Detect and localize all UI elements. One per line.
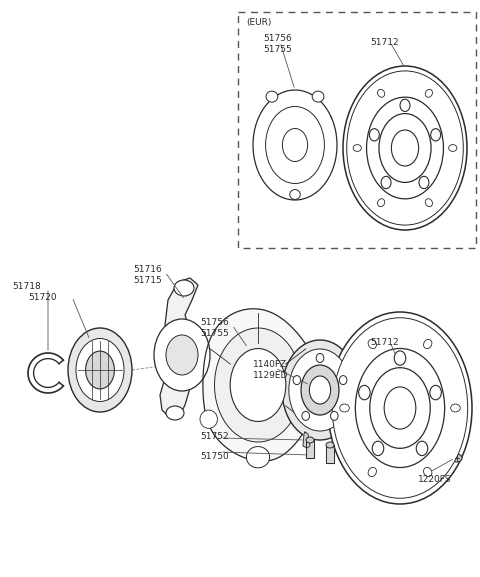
Ellipse shape — [340, 404, 349, 412]
Ellipse shape — [449, 145, 457, 151]
Ellipse shape — [326, 442, 334, 448]
Ellipse shape — [384, 387, 416, 429]
Polygon shape — [160, 278, 198, 418]
Ellipse shape — [316, 354, 324, 362]
Text: 51712: 51712 — [370, 338, 398, 347]
Ellipse shape — [423, 467, 432, 477]
Ellipse shape — [290, 190, 300, 200]
Ellipse shape — [331, 411, 338, 421]
Text: (EUR): (EUR) — [246, 18, 271, 27]
Polygon shape — [306, 440, 314, 458]
Ellipse shape — [310, 376, 331, 404]
Ellipse shape — [166, 335, 198, 375]
Text: 1220FS: 1220FS — [418, 475, 452, 484]
Ellipse shape — [85, 351, 114, 389]
Ellipse shape — [215, 328, 301, 442]
Ellipse shape — [370, 129, 379, 141]
Ellipse shape — [431, 129, 441, 141]
Ellipse shape — [423, 339, 432, 349]
Ellipse shape — [425, 89, 432, 98]
Ellipse shape — [452, 454, 462, 462]
Ellipse shape — [391, 130, 419, 166]
Ellipse shape — [301, 365, 339, 415]
Text: 51755: 51755 — [263, 45, 292, 54]
Ellipse shape — [166, 406, 184, 420]
Ellipse shape — [416, 441, 428, 456]
Ellipse shape — [370, 368, 430, 448]
Ellipse shape — [282, 340, 358, 440]
Text: 51715: 51715 — [133, 276, 162, 285]
Text: 51712: 51712 — [370, 38, 398, 47]
Ellipse shape — [68, 328, 132, 412]
Text: 51716: 51716 — [133, 265, 162, 274]
Ellipse shape — [353, 145, 361, 151]
Ellipse shape — [394, 351, 406, 365]
Ellipse shape — [76, 339, 124, 402]
Ellipse shape — [306, 437, 314, 443]
Text: 1129ED: 1129ED — [253, 371, 288, 380]
Ellipse shape — [367, 97, 444, 199]
Ellipse shape — [400, 99, 410, 111]
Ellipse shape — [200, 410, 217, 428]
Ellipse shape — [451, 404, 460, 412]
Ellipse shape — [312, 91, 324, 102]
Ellipse shape — [265, 107, 324, 183]
Text: 51756: 51756 — [263, 34, 292, 43]
Ellipse shape — [372, 441, 384, 456]
Text: 51720: 51720 — [28, 293, 57, 302]
Ellipse shape — [293, 376, 300, 385]
Ellipse shape — [332, 318, 468, 499]
Polygon shape — [326, 445, 334, 463]
Ellipse shape — [378, 198, 385, 207]
Text: 51750: 51750 — [200, 452, 229, 461]
Ellipse shape — [430, 385, 442, 400]
Ellipse shape — [359, 385, 370, 400]
Ellipse shape — [368, 467, 376, 477]
Ellipse shape — [343, 66, 467, 230]
Ellipse shape — [302, 411, 310, 421]
Ellipse shape — [379, 114, 431, 182]
Ellipse shape — [282, 129, 308, 162]
Ellipse shape — [381, 177, 391, 189]
Ellipse shape — [355, 349, 444, 467]
Ellipse shape — [368, 339, 376, 349]
Ellipse shape — [328, 312, 472, 504]
Ellipse shape — [425, 198, 432, 207]
Ellipse shape — [419, 177, 429, 189]
Polygon shape — [253, 90, 337, 200]
Ellipse shape — [378, 89, 385, 98]
Ellipse shape — [154, 319, 210, 391]
Ellipse shape — [266, 91, 278, 102]
Ellipse shape — [174, 280, 194, 296]
Ellipse shape — [347, 71, 463, 225]
Polygon shape — [303, 432, 310, 448]
Text: 1140FZ: 1140FZ — [253, 360, 287, 369]
Polygon shape — [203, 309, 319, 461]
Ellipse shape — [230, 349, 286, 421]
Ellipse shape — [246, 447, 270, 468]
Text: 51718: 51718 — [12, 282, 41, 291]
Text: 51752: 51752 — [200, 432, 228, 441]
Ellipse shape — [339, 376, 347, 385]
Text: 51756: 51756 — [200, 318, 229, 327]
Ellipse shape — [289, 349, 351, 431]
Text: 51755: 51755 — [200, 329, 229, 338]
